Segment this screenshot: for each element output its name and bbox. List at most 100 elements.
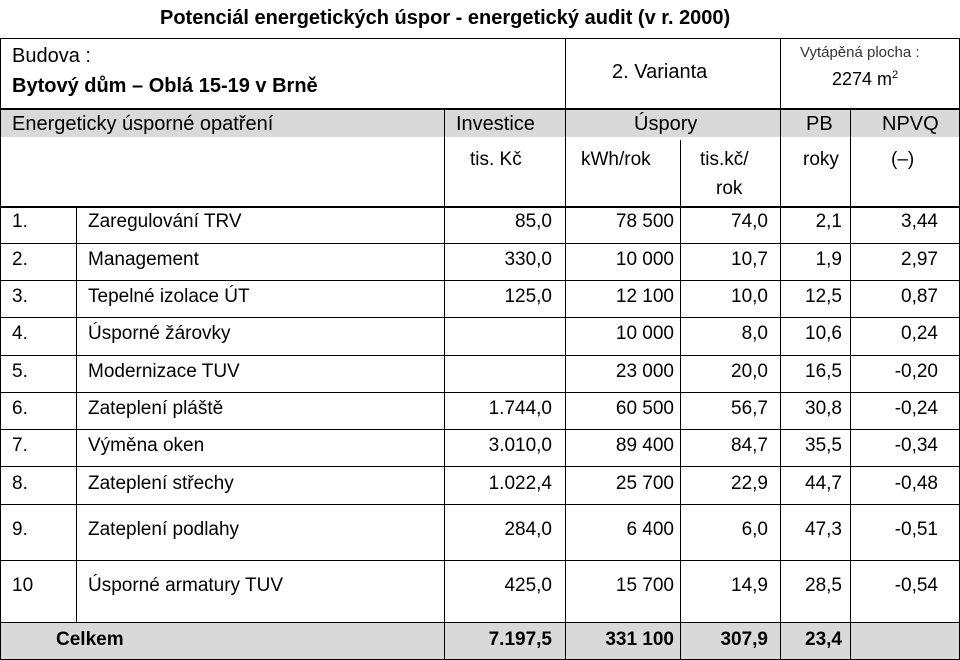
grid-hline — [0, 429, 960, 430]
variant-label: 2. Varianta — [612, 61, 708, 83]
grid-hline — [0, 504, 960, 505]
energy-saving-value: 12 100 — [615, 286, 674, 307]
money-saving-value: 56,7 — [731, 398, 768, 419]
grid-vline — [76, 206, 77, 622]
heated-area-value: 2274 m2 — [832, 69, 899, 89]
npvq-value: -0,54 — [894, 575, 938, 596]
measure-name: Zateplení pláště — [88, 398, 224, 419]
money-saving-value: 14,9 — [731, 575, 768, 596]
measure-name: Výměna oken — [88, 435, 205, 456]
unit-money-line1: tis.kč/ — [700, 149, 749, 170]
measure-name: Zateplení podlahy — [88, 519, 240, 540]
payback-value: 47,3 — [805, 519, 842, 540]
npvq-value: -0,34 — [894, 435, 938, 456]
energy-saving-value: 10 000 — [615, 249, 674, 270]
money-saving-value: 22,9 — [731, 473, 768, 494]
grid-hline — [0, 355, 960, 356]
measure-name: Zaregulování TRV — [88, 211, 242, 232]
col-header-savings: Úspory — [634, 113, 698, 135]
payback-value: 30,8 — [805, 398, 842, 419]
row-number: 8. — [12, 473, 28, 494]
measure-name: Úsporné žárovky — [88, 323, 231, 344]
npvq-value: 2,97 — [901, 249, 938, 270]
npvq-value: -0,48 — [894, 473, 938, 494]
investment-value: 284,0 — [504, 519, 552, 540]
total-investment: 7.197,5 — [488, 629, 552, 650]
col-header-npvq: NPVQ — [882, 113, 939, 135]
energy-saving-value: 89 400 — [615, 435, 674, 456]
total-pb: 23,4 — [805, 629, 842, 650]
payback-value: 2,1 — [815, 211, 842, 232]
npvq-value: -0,24 — [894, 398, 938, 419]
unit-energy: kWh/rok — [581, 149, 651, 170]
grid-vline — [565, 38, 566, 660]
energy-saving-value: 60 500 — [615, 398, 674, 419]
total-money: 307,9 — [720, 629, 768, 650]
measure-name: Management — [88, 249, 199, 270]
npvq-value: 0,24 — [901, 323, 938, 344]
payback-value: 44,7 — [805, 473, 842, 494]
npvq-value: -0,20 — [894, 361, 938, 382]
row-number: 4. — [12, 323, 28, 344]
energy-saving-value: 10 000 — [615, 323, 674, 344]
row-number: 3. — [12, 286, 28, 307]
npvq-value: 3,44 — [901, 211, 938, 232]
row-number: 2. — [12, 249, 28, 270]
row-number: 1. — [12, 211, 28, 232]
grid-vline — [680, 140, 681, 660]
payback-value: 16,5 — [805, 361, 842, 382]
col-header-measure: Energeticky úsporné opatření — [12, 113, 274, 135]
investment-value: 425,0 — [504, 575, 552, 596]
grid-vline — [780, 38, 781, 660]
npvq-value: -0,51 — [894, 519, 938, 540]
money-saving-value: 74,0 — [731, 211, 768, 232]
grid-hline — [0, 466, 960, 467]
investment-value: 1.022,4 — [488, 473, 552, 494]
investment-value: 85,0 — [515, 211, 552, 232]
energy-saving-value: 23 000 — [615, 361, 674, 382]
building-label: Budova : — [12, 45, 91, 67]
grid-hline — [0, 622, 960, 623]
page-title: Potenciál energetických úspor - energeti… — [160, 7, 731, 29]
grid-hline — [0, 243, 960, 244]
payback-value: 10,6 — [805, 323, 842, 344]
col-header-investment: Investice — [456, 113, 535, 135]
energy-saving-value: 15 700 — [615, 575, 674, 596]
measure-name: Zateplení střechy — [88, 473, 234, 494]
energy-saving-value: 6 400 — [626, 519, 674, 540]
grid-hline — [0, 280, 960, 281]
measure-name: Tepelné izolace ÚT — [88, 286, 250, 307]
grid-hline — [0, 317, 960, 318]
payback-value: 35,5 — [805, 435, 842, 456]
row-number: 6. — [12, 398, 28, 419]
row-number: 10 — [12, 575, 34, 596]
investment-value: 330,0 — [504, 249, 552, 270]
total-label: Celkem — [56, 629, 124, 650]
unit-pb: roky — [803, 149, 839, 170]
col-header-pb: PB — [806, 113, 833, 135]
grid-hline — [0, 108, 960, 110]
unit-investment: tis. Kč — [470, 149, 522, 170]
unit-money-line2: rok — [716, 178, 743, 199]
money-saving-value: 20,0 — [731, 361, 768, 382]
money-saving-value: 6,0 — [741, 519, 768, 540]
money-saving-value: 84,7 — [731, 435, 768, 456]
npvq-value: 0,87 — [901, 286, 938, 307]
measure-name: Modernizace TUV — [88, 361, 240, 382]
grid-vline — [850, 108, 851, 660]
heated-area-label: Vytápěná plocha : — [800, 44, 920, 61]
row-number: 5. — [12, 361, 28, 382]
grid-hline — [0, 560, 960, 561]
grid-vline — [0, 38, 1, 660]
unit-npvq: (–) — [891, 149, 915, 170]
total-band — [0, 623, 960, 660]
investment-value: 3.010,0 — [488, 435, 552, 456]
money-saving-value: 8,0 — [741, 323, 768, 344]
grid-hline — [0, 206, 960, 208]
money-saving-value: 10,0 — [731, 286, 768, 307]
payback-value: 12,5 — [805, 286, 842, 307]
energy-saving-value: 78 500 — [615, 211, 674, 232]
row-number: 7. — [12, 435, 28, 456]
grid-hline — [0, 392, 960, 393]
